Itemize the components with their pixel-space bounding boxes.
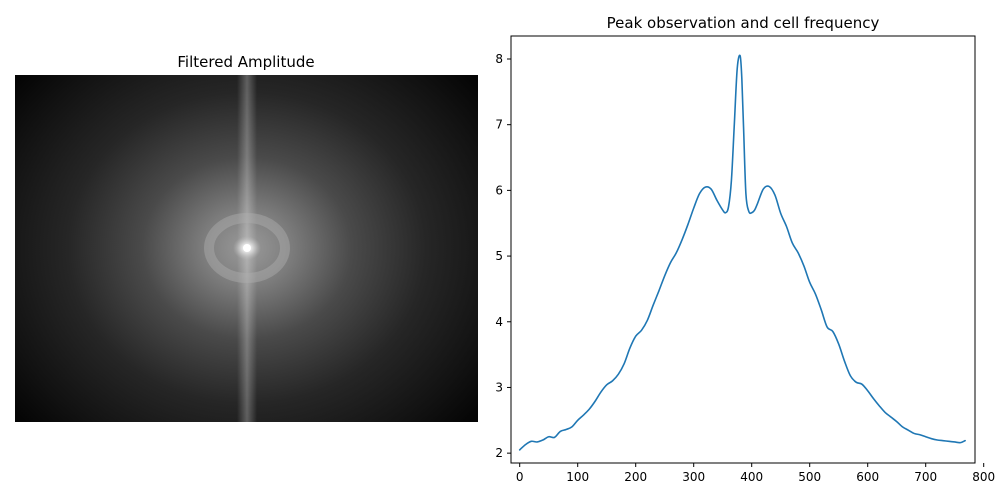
x-tick-label: 800 <box>972 470 995 484</box>
x-tick-label: 300 <box>682 470 705 484</box>
x-tick-label: 600 <box>856 470 879 484</box>
x-tick-label: 100 <box>566 470 589 484</box>
chart-title: Peak observation and cell frequency <box>607 14 880 32</box>
y-tick-label: 7 <box>495 118 503 132</box>
y-tick-label: 6 <box>495 183 503 197</box>
y-tick-label: 4 <box>495 315 503 329</box>
amplitude-panel: Filtered Amplitude <box>15 53 478 422</box>
amplitude-center-spot <box>243 244 251 252</box>
amplitude-ring <box>204 213 290 283</box>
y-axis-ticks: 2 3 4 5 6 7 8 <box>495 52 511 460</box>
amplitude-title: Filtered Amplitude <box>177 53 314 71</box>
y-tick-label: 3 <box>495 380 503 394</box>
plot-frame <box>510 35 976 464</box>
x-tick-label: 500 <box>798 470 821 484</box>
x-tick-label: 200 <box>624 470 647 484</box>
amplitude-image <box>15 75 478 422</box>
y-tick-label: 2 <box>495 446 503 460</box>
series-line <box>518 54 966 451</box>
x-axis-ticks: 0 100 200 300 400 500 600 700 800 <box>516 463 995 484</box>
x-tick-label: 400 <box>740 470 763 484</box>
x-tick-label: 700 <box>914 470 937 484</box>
y-tick-label: 5 <box>495 249 503 263</box>
line-chart-panel: Peak observation and cell frequency 0 100… <box>495 14 995 484</box>
x-tick-label: 0 <box>516 470 524 484</box>
y-tick-label: 8 <box>495 52 503 66</box>
